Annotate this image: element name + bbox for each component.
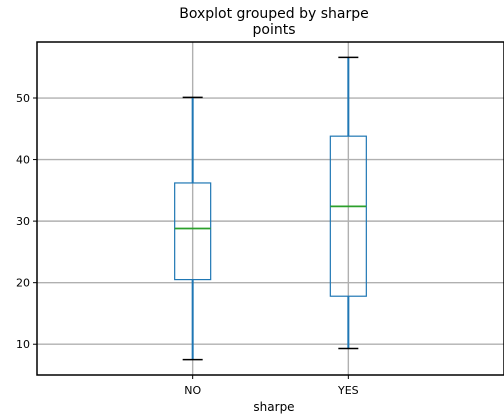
y-tick-label: 20: [16, 277, 30, 290]
box-iqr: [329, 135, 367, 297]
grid-layer: [37, 42, 504, 375]
y-tick-label: 50: [16, 92, 30, 105]
chart-subtitle: points: [253, 22, 296, 38]
box-group-no: [174, 96, 212, 361]
box-iqr: [174, 182, 212, 281]
tick-layer: 10 20 30 40 50 NO YES: [16, 92, 359, 397]
chart-title: Boxplot grouped by sharpe: [179, 6, 369, 22]
y-tick-label: 10: [16, 338, 30, 351]
box-group-yes: [329, 56, 367, 350]
plot-frame: [36, 41, 504, 376]
x-axis-label: sharpe: [253, 400, 294, 414]
x-tick-label: NO: [184, 384, 201, 397]
box-layer: [174, 56, 367, 361]
y-tick-label: 40: [16, 154, 30, 167]
y-tick-label: 30: [16, 215, 30, 228]
x-tick-label: YES: [337, 384, 359, 397]
